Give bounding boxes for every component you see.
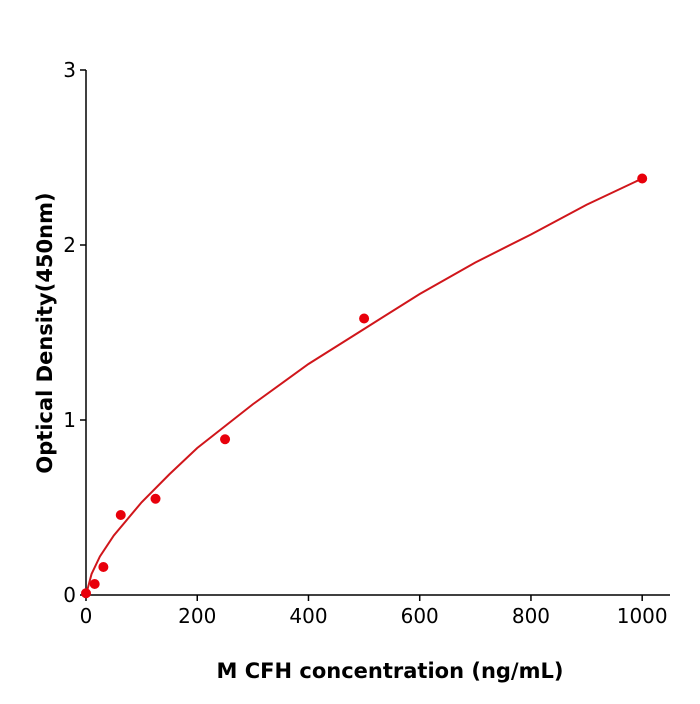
data-point xyxy=(637,173,648,184)
y-tick-label: 3 xyxy=(63,58,76,82)
x-axis-label: M CFH concentration (ng/mL) xyxy=(217,659,564,683)
x-tick-label: 1000 xyxy=(617,604,668,628)
data-point xyxy=(115,510,126,521)
x-tick-label: 200 xyxy=(178,604,216,628)
data-point xyxy=(359,313,370,324)
data-point xyxy=(81,588,91,599)
x-tick-label: 0 xyxy=(80,604,93,628)
x-tick-label: 600 xyxy=(401,604,439,628)
x-tick-label: 800 xyxy=(512,604,550,628)
y-tick-label: 1 xyxy=(63,408,76,432)
data-point xyxy=(89,578,100,589)
fit-curve xyxy=(85,177,643,596)
data-point xyxy=(98,562,109,572)
data-point xyxy=(220,434,231,445)
data-point xyxy=(150,493,161,504)
y-tick-label: 0 xyxy=(63,583,76,607)
x-tick-label: 400 xyxy=(289,604,327,628)
y-tick-label: 2 xyxy=(63,233,76,257)
y-axis-label: Optical Density(450nm) xyxy=(33,192,57,473)
